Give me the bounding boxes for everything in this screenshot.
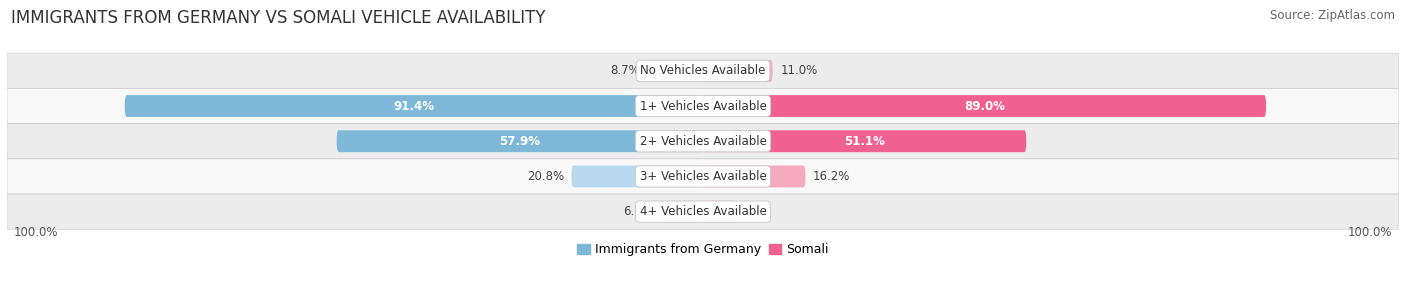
- FancyBboxPatch shape: [703, 201, 734, 223]
- Legend: Immigrants from Germany, Somali: Immigrants from Germany, Somali: [572, 238, 834, 261]
- Text: 91.4%: 91.4%: [394, 100, 434, 112]
- Text: 3+ Vehicles Available: 3+ Vehicles Available: [640, 170, 766, 183]
- Text: 2+ Vehicles Available: 2+ Vehicles Available: [640, 135, 766, 148]
- FancyBboxPatch shape: [703, 130, 1026, 152]
- Text: No Vehicles Available: No Vehicles Available: [640, 64, 766, 77]
- FancyBboxPatch shape: [125, 95, 703, 117]
- Text: 6.8%: 6.8%: [623, 205, 652, 218]
- FancyBboxPatch shape: [659, 201, 703, 223]
- FancyBboxPatch shape: [648, 60, 703, 82]
- Text: 1+ Vehicles Available: 1+ Vehicles Available: [640, 100, 766, 112]
- FancyBboxPatch shape: [7, 88, 1399, 124]
- FancyBboxPatch shape: [571, 166, 703, 187]
- Text: 8.7%: 8.7%: [610, 64, 640, 77]
- FancyBboxPatch shape: [7, 194, 1399, 229]
- FancyBboxPatch shape: [7, 53, 1399, 88]
- FancyBboxPatch shape: [703, 60, 773, 82]
- FancyBboxPatch shape: [703, 166, 806, 187]
- Text: 5.0%: 5.0%: [742, 205, 772, 218]
- Text: IMMIGRANTS FROM GERMANY VS SOMALI VEHICLE AVAILABILITY: IMMIGRANTS FROM GERMANY VS SOMALI VEHICL…: [11, 9, 546, 27]
- Text: 100.0%: 100.0%: [13, 226, 58, 239]
- Text: 51.1%: 51.1%: [844, 135, 886, 148]
- FancyBboxPatch shape: [7, 159, 1399, 194]
- FancyBboxPatch shape: [336, 130, 703, 152]
- Text: Source: ZipAtlas.com: Source: ZipAtlas.com: [1270, 9, 1395, 21]
- Text: 16.2%: 16.2%: [813, 170, 851, 183]
- FancyBboxPatch shape: [7, 124, 1399, 159]
- Text: 89.0%: 89.0%: [965, 100, 1005, 112]
- Text: 100.0%: 100.0%: [1348, 226, 1392, 239]
- Text: 20.8%: 20.8%: [527, 170, 564, 183]
- Text: 4+ Vehicles Available: 4+ Vehicles Available: [640, 205, 766, 218]
- FancyBboxPatch shape: [703, 95, 1267, 117]
- Text: 57.9%: 57.9%: [499, 135, 540, 148]
- Text: 11.0%: 11.0%: [780, 64, 817, 77]
